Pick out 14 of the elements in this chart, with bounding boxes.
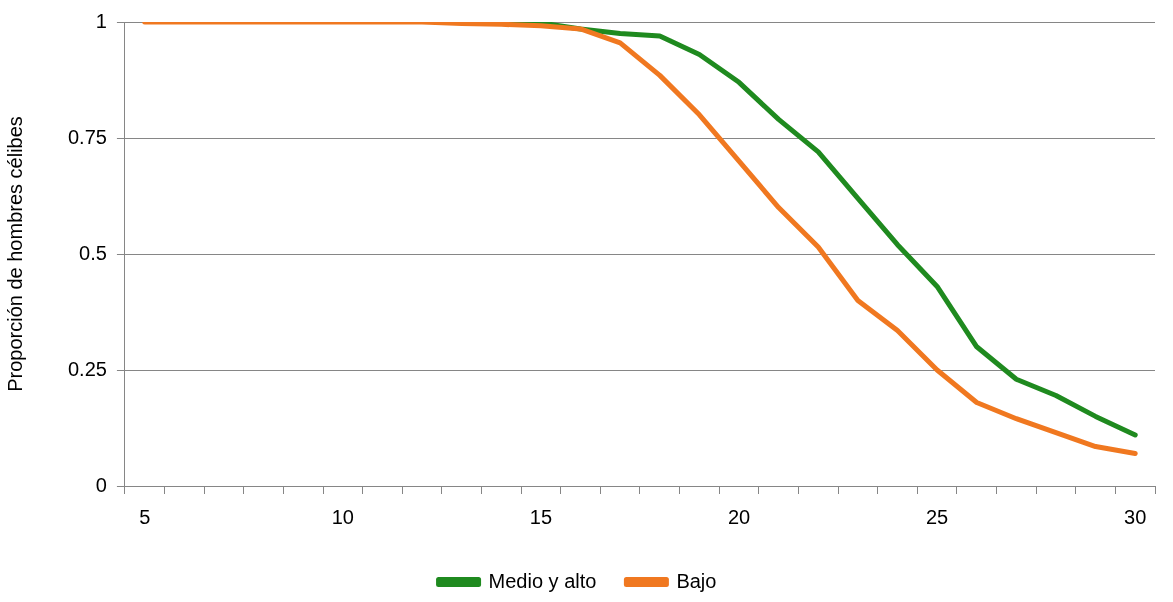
y-tick-label: 0.25 <box>67 357 107 380</box>
y-tick-label: 0 <box>95 473 107 496</box>
y-tick-label: 0.75 <box>67 125 107 148</box>
x-tick-label: 10 <box>331 505 354 528</box>
x-tick-label: 30 <box>1124 505 1147 528</box>
x-tick-label: 25 <box>925 505 949 528</box>
legend-label: Medio y alto <box>488 569 597 592</box>
x-tick-label: 5 <box>139 505 151 528</box>
y-tick-label: 0.5 <box>79 241 107 264</box>
y-axis-title: Proporción de hombres célibes <box>3 116 26 392</box>
legend-label: Bajo <box>676 569 717 592</box>
x-tick-label: 15 <box>529 505 553 528</box>
x-tick-label: 20 <box>727 505 751 528</box>
y-tick-label: 1 <box>95 9 107 32</box>
